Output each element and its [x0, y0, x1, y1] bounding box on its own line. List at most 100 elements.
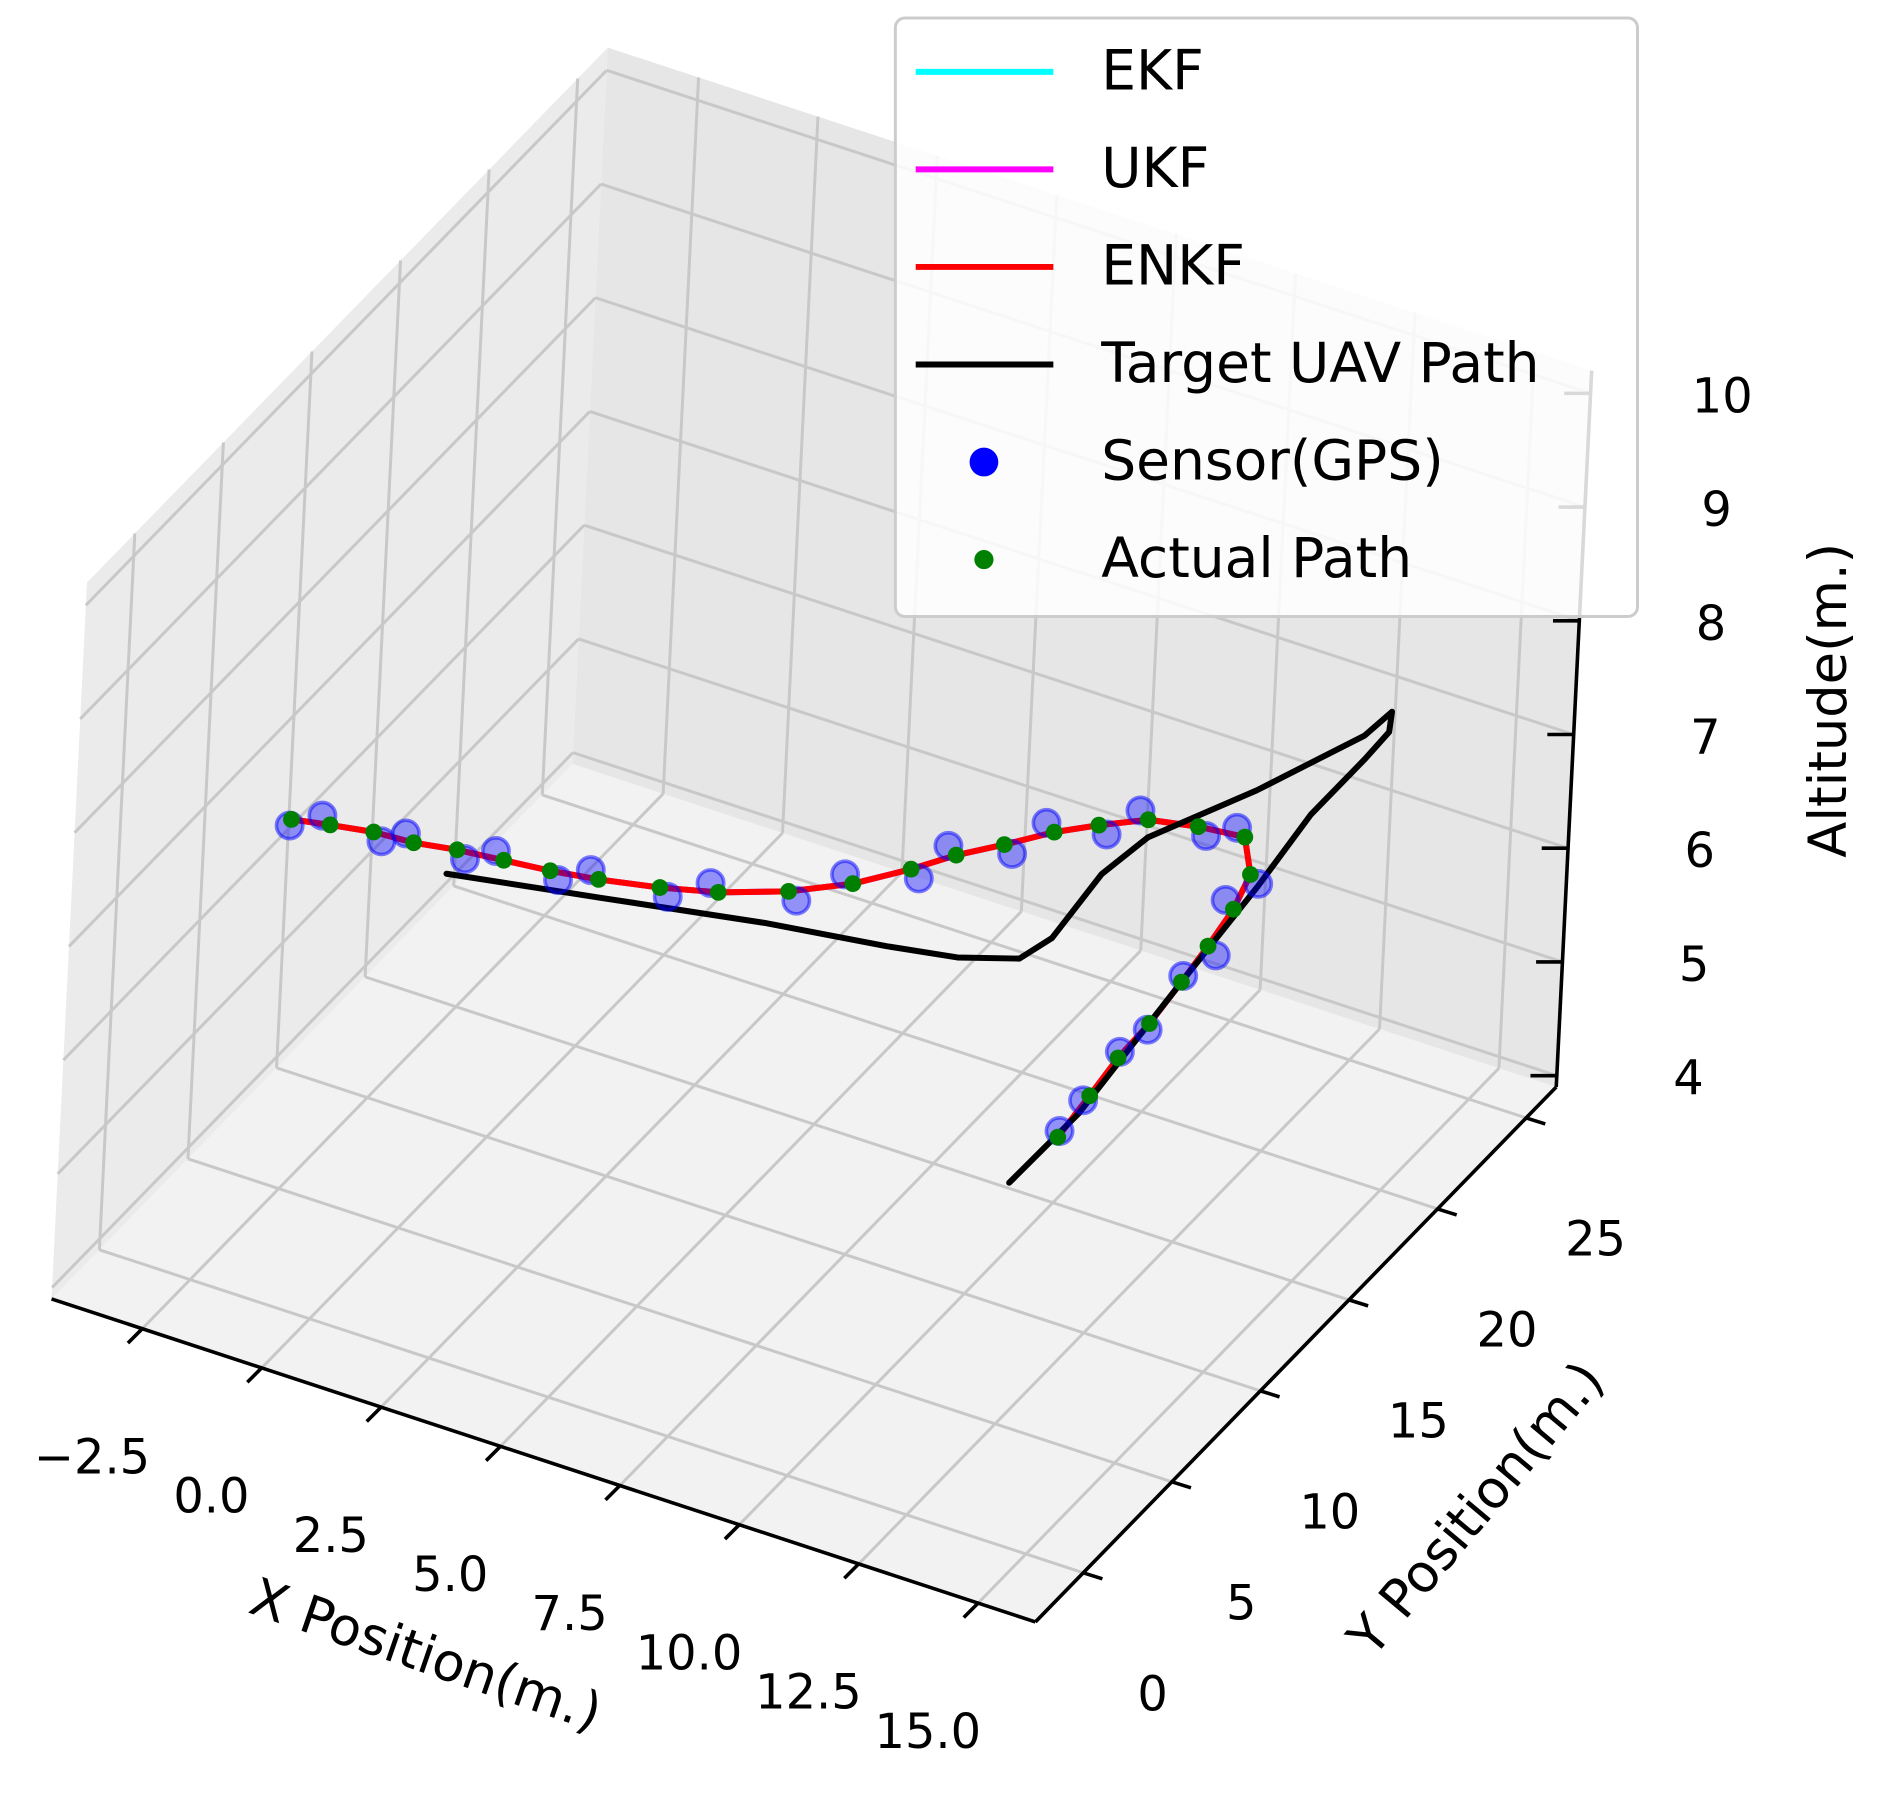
y-tick: [1525, 1116, 1546, 1126]
data-point: [541, 862, 559, 880]
grid-line: [661, 77, 701, 794]
grid-line: [186, 442, 225, 1159]
data-point: [590, 871, 607, 888]
data-point: [651, 879, 669, 896]
x-tick: [604, 1484, 622, 1502]
x-tick-label: −2.5: [34, 1430, 150, 1485]
grid-line: [540, 78, 580, 796]
legend-box: [893, 16, 1639, 618]
data-point: [1225, 900, 1242, 918]
grid-line: [453, 884, 1439, 1211]
y-tick-label: 0: [1137, 1667, 1167, 1722]
grid-line: [260, 831, 784, 1369]
y-axis: [1034, 1085, 1558, 1624]
plot-area: −2.5 0.0 2.5 5.0 7.5 10.012.515.0 0 5 10 15 20 25 4 5…: [34, 16, 1859, 1760]
data-point: [902, 860, 920, 878]
y-tick: [1259, 1389, 1281, 1399]
x-tick-label: 10.0: [636, 1626, 743, 1681]
grid-line: [79, 183, 603, 721]
grid-line: [781, 116, 820, 834]
grid-line: [276, 1066, 1261, 1393]
z-axis-label: Altitude(m.): [1798, 543, 1859, 858]
grid-line: [583, 523, 1569, 850]
legend-label: Sensor(GPS): [1101, 429, 1443, 493]
z-tick-label: 7: [1690, 710, 1720, 765]
grid-line: [73, 296, 597, 834]
grid-line: [275, 351, 314, 1068]
legend-label: Target UAV Path: [1100, 331, 1539, 395]
y-tick-label: 25: [1565, 1212, 1626, 1267]
data-point: [405, 834, 423, 852]
data-point: [1242, 866, 1259, 883]
z-tick-label: 8: [1696, 597, 1726, 652]
grid-line: [618, 949, 1142, 1487]
data-point: [780, 883, 797, 900]
x-tick: [126, 1327, 144, 1345]
y-tick-label: 15: [1388, 1394, 1449, 1449]
data-point: [995, 836, 1013, 853]
data-point: [1049, 1128, 1067, 1146]
x-tick: [246, 1366, 263, 1384]
z-tick-label: 9: [1701, 483, 1731, 538]
x-tick-label: 12.5: [755, 1666, 862, 1721]
data-line: [443, 708, 1396, 1186]
y-tick-label: 5: [1226, 1576, 1256, 1631]
grid-line: [141, 792, 665, 1330]
grid-line: [541, 793, 1527, 1120]
data-point: [321, 816, 339, 834]
data-point: [1081, 1087, 1099, 1105]
grid-line: [364, 975, 1350, 1302]
grid-line: [97, 533, 137, 1250]
x-tick: [365, 1405, 383, 1423]
legend: EKF UKF ENKF Target UAV Path Sensor(GPS) Actu…: [893, 16, 1639, 618]
legend-label: ENKF: [1101, 233, 1245, 297]
x-tick: [962, 1601, 980, 1619]
grid-line: [98, 1248, 1084, 1575]
data-point: [947, 846, 965, 864]
y-axis-label: Y Position(m.): [1335, 1350, 1616, 1668]
grid-line: [499, 910, 1023, 1448]
legend-label: Actual Path: [1101, 526, 1412, 590]
legend-swatch: [974, 550, 994, 570]
data-point: [844, 875, 862, 893]
legend-label: EKF: [1101, 38, 1204, 102]
grid-line: [738, 988, 1262, 1526]
data-point: [283, 811, 300, 828]
y-tick: [1082, 1571, 1103, 1581]
legend-label: UKF: [1101, 136, 1209, 200]
z-tick-label: 4: [1673, 1052, 1703, 1107]
data-point: [1189, 818, 1207, 835]
grid-line: [84, 69, 608, 607]
data-point: [1236, 828, 1254, 846]
x-tick-label: 0.0: [173, 1470, 249, 1525]
grid-line: [380, 871, 903, 1409]
y-tick-label: 20: [1477, 1303, 1538, 1358]
grid-line: [857, 1027, 1381, 1565]
data-point: [1173, 973, 1190, 991]
x-tick-label: 15.0: [875, 1705, 982, 1760]
grid-line: [187, 1157, 1173, 1484]
x-tick-label: 2.5: [293, 1509, 369, 1564]
grid-line: [452, 169, 491, 886]
grid-line: [578, 637, 1563, 964]
z-tick-label: 10: [1692, 369, 1753, 424]
data-point: [709, 883, 727, 901]
grid-line: [56, 637, 580, 1175]
data-point: [365, 823, 383, 841]
data-point: [1045, 823, 1063, 841]
z-tick-label: 6: [1684, 824, 1714, 879]
data-point: [1109, 1049, 1127, 1067]
grid-line: [363, 260, 403, 977]
y-tick: [1437, 1207, 1458, 1217]
x-tick: [484, 1445, 502, 1462]
grid-line: [572, 751, 1558, 1078]
grid-line: [62, 524, 586, 1062]
x-tick-label: 5.0: [412, 1548, 488, 1603]
z-tick-label: 5: [1679, 938, 1709, 993]
legend-swatch: [969, 447, 999, 477]
data-point: [1199, 937, 1217, 955]
left-pane: [51, 47, 608, 1299]
x-tick: [843, 1562, 860, 1580]
